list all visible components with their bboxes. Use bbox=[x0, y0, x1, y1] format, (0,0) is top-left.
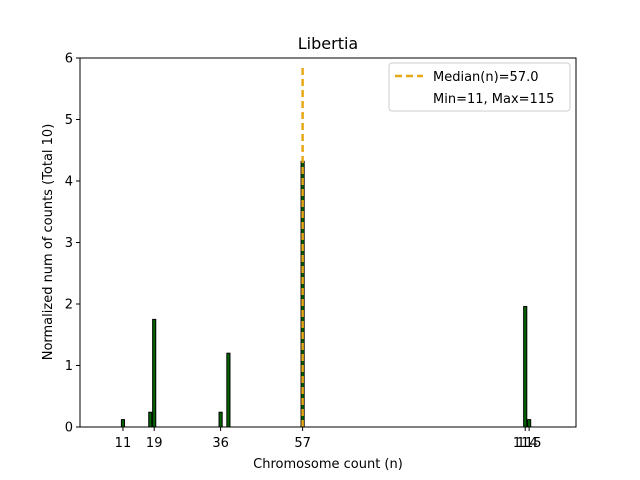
y-tick-label: 3 bbox=[65, 236, 73, 251]
x-tick-label: 11 bbox=[115, 436, 132, 451]
histogram-bar bbox=[148, 411, 153, 428]
y-tick-label: 1 bbox=[65, 359, 73, 374]
histogram-bar bbox=[527, 419, 532, 428]
legend: Median(n)=57.0 Min=11, Max=115 bbox=[388, 62, 571, 112]
y-tick-label: 5 bbox=[65, 113, 73, 128]
histogram-bar bbox=[523, 305, 528, 428]
legend-minmax-label: Min=11, Max=115 bbox=[433, 92, 554, 107]
histogram-bar bbox=[120, 419, 126, 428]
x-tick-label: 36 bbox=[212, 436, 229, 451]
y-axis-label: Normalized num of counts (Total 10) bbox=[41, 124, 56, 361]
histogram-bar bbox=[226, 352, 231, 428]
histogram-bar bbox=[152, 318, 157, 428]
x-tick-label: 114 bbox=[513, 436, 538, 451]
y-axis-ticks: 0 1 2 3 4 5 6 bbox=[65, 52, 80, 436]
x-tick-label: 115 bbox=[517, 436, 542, 451]
chart-title: Libertia bbox=[298, 34, 358, 53]
y-tick-label: 0 bbox=[65, 421, 73, 436]
legend-median-label: Median(n)=57.0 bbox=[433, 70, 539, 85]
x-axis-label: Chromosome count (n) bbox=[253, 457, 403, 472]
legend-box bbox=[388, 62, 571, 112]
y-tick-label: 2 bbox=[65, 298, 73, 313]
y-tick-label: 4 bbox=[65, 175, 73, 190]
y-tick-label: 6 bbox=[65, 52, 73, 67]
x-tick-label: 19 bbox=[146, 436, 163, 451]
x-tick-label: 57 bbox=[294, 436, 311, 451]
histogram-bar bbox=[218, 411, 223, 428]
